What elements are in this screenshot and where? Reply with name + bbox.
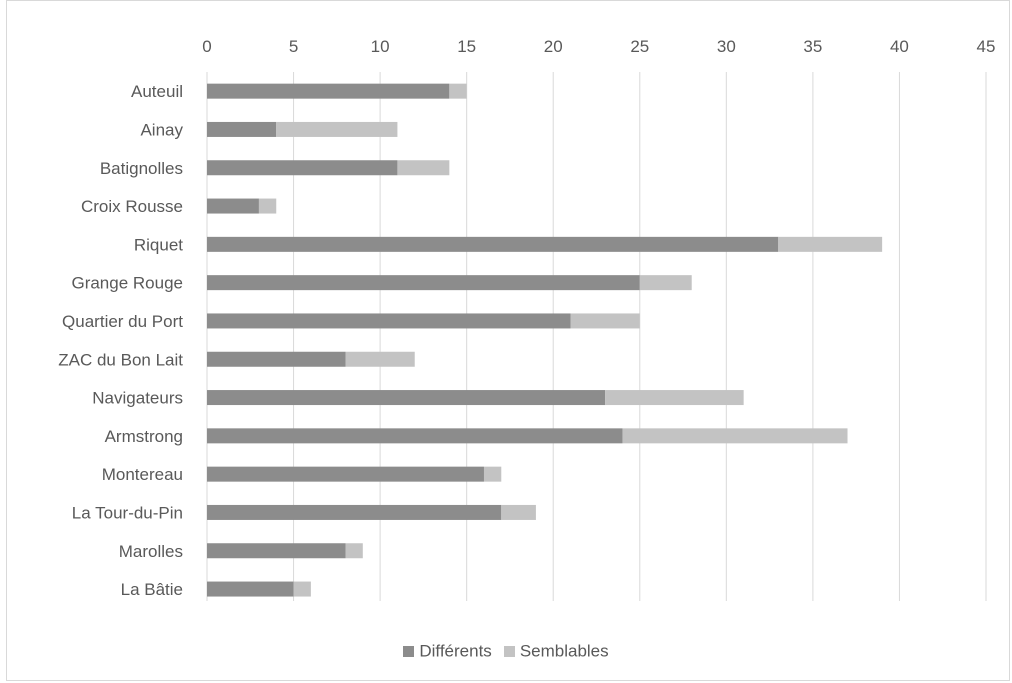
category-label: Grange Rouge bbox=[71, 274, 183, 293]
x-tick-label: 25 bbox=[630, 37, 649, 56]
category-label: Quartier du Port bbox=[62, 312, 183, 331]
category-label: Montereau bbox=[102, 465, 183, 484]
bar-semblables bbox=[449, 83, 467, 99]
bar-semblables bbox=[397, 160, 450, 176]
bar-semblables bbox=[345, 351, 415, 367]
bar-diff-rents bbox=[207, 466, 484, 482]
bar-diff-rents bbox=[207, 160, 398, 176]
bar-diff-rents bbox=[207, 543, 346, 559]
bar-diff-rents bbox=[207, 428, 623, 444]
bar-semblables bbox=[570, 313, 640, 329]
bar-semblables bbox=[501, 504, 536, 520]
x-tick-label: 20 bbox=[544, 37, 563, 56]
legend-swatch bbox=[503, 646, 515, 658]
bar-semblables bbox=[622, 428, 848, 444]
bars bbox=[207, 83, 883, 597]
category-label: Ainay bbox=[140, 120, 183, 139]
bar-diff-rents bbox=[207, 351, 346, 367]
x-tick-label: 45 bbox=[977, 37, 996, 56]
x-tick-label: 15 bbox=[457, 37, 476, 56]
legend-item: Différents bbox=[403, 641, 492, 662]
category-label: ZAC du Bon Lait bbox=[58, 350, 183, 369]
category-label: Marolles bbox=[119, 542, 183, 561]
bar-diff-rents bbox=[207, 581, 294, 597]
x-tick-label: 40 bbox=[890, 37, 909, 56]
chart-frame bbox=[6, 0, 1010, 681]
category-label: Auteuil bbox=[131, 82, 183, 101]
bar-diff-rents bbox=[207, 504, 502, 520]
x-tick-labels: 0 5 10 15 20 25 30 35 40 45 bbox=[202, 37, 995, 56]
bar-semblables bbox=[258, 198, 277, 214]
category-label: Navigateurs bbox=[92, 389, 183, 408]
bar-semblables bbox=[345, 543, 363, 559]
legend-label: Semblables bbox=[519, 641, 609, 661]
legend: Différents Semblables bbox=[0, 641, 1012, 662]
category-label: Croix Rousse bbox=[81, 197, 183, 216]
category-label: Riquet bbox=[134, 235, 183, 254]
x-tick-label: 0 bbox=[202, 37, 211, 56]
bar-diff-rents bbox=[207, 390, 606, 406]
gridlines bbox=[206, 72, 987, 601]
bar-diff-rents bbox=[207, 236, 779, 252]
x-tick-label: 30 bbox=[717, 37, 736, 56]
bar-semblables bbox=[483, 466, 502, 482]
category-label: La Tour-du-Pin bbox=[72, 503, 183, 522]
bar-diff-rents bbox=[207, 121, 277, 137]
legend-label: Différents bbox=[419, 641, 492, 661]
category-labels: Auteuil Ainay Batignolles Croix Rousse Rique… bbox=[58, 82, 183, 599]
category-label: Armstrong bbox=[105, 427, 183, 446]
x-tick-label: 10 bbox=[371, 37, 390, 56]
x-tick-label: 35 bbox=[803, 37, 822, 56]
category-label: Batignolles bbox=[100, 159, 183, 178]
bar-diff-rents bbox=[207, 313, 571, 329]
bar-semblables bbox=[276, 121, 398, 137]
bar-diff-rents bbox=[207, 83, 450, 99]
bar-semblables bbox=[639, 275, 692, 291]
bar-semblables bbox=[605, 390, 744, 406]
legend-swatch bbox=[403, 646, 415, 658]
category-label: La Bâtie bbox=[121, 580, 183, 599]
bar-diff-rents bbox=[207, 198, 259, 214]
bar-semblables bbox=[778, 236, 883, 252]
legend-item: Semblables bbox=[503, 641, 609, 662]
x-tick-label: 5 bbox=[289, 37, 298, 56]
bar-diff-rents bbox=[207, 275, 640, 291]
bar-semblables bbox=[293, 581, 311, 597]
